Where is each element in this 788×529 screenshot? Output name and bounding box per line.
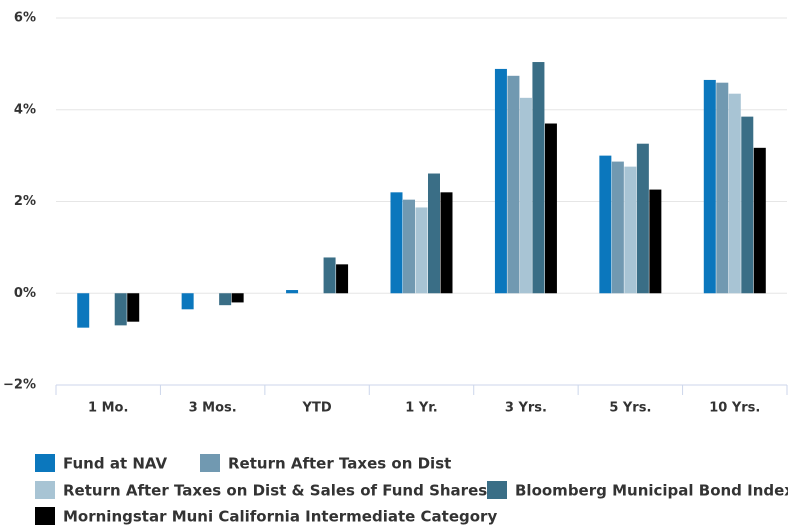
legend-swatch <box>487 481 507 499</box>
bar <box>219 293 232 306</box>
bar <box>636 143 649 294</box>
bar <box>390 192 403 294</box>
legend-swatch <box>35 481 55 499</box>
x-tick-label: 5 Yrs. <box>609 401 651 416</box>
x-tick-label: 10 Yrs. <box>709 401 760 416</box>
bar <box>519 97 532 294</box>
bar <box>440 192 453 294</box>
x-tick-label: 1 Yr. <box>405 401 437 416</box>
legend-swatch <box>200 454 220 472</box>
legend-label: Fund at NAV <box>63 455 167 473</box>
y-tick-label: 2% <box>14 194 36 209</box>
bar <box>741 116 754 294</box>
bar <box>415 207 428 294</box>
bar <box>507 75 520 294</box>
bar <box>403 199 415 294</box>
legend-label: Return After Taxes on Dist & Sales of Fu… <box>63 482 487 500</box>
bar <box>231 293 244 303</box>
x-tick-label: 3 Mos. <box>189 401 237 416</box>
legend-swatch <box>35 454 55 472</box>
bar <box>611 161 624 294</box>
bar <box>649 189 662 294</box>
legend-label: Morningstar Muni California Intermediate… <box>63 508 497 526</box>
bar <box>127 293 140 322</box>
bar <box>286 290 299 294</box>
bar <box>544 123 557 294</box>
y-tick-label: 6% <box>14 11 36 26</box>
bar <box>428 173 440 294</box>
x-tick-label: 1 Mo. <box>88 401 128 416</box>
legend-swatch <box>35 507 55 525</box>
bar <box>181 293 194 310</box>
bar <box>703 79 716 294</box>
x-tick-label: 3 Yrs. <box>505 401 547 416</box>
bar <box>323 257 336 294</box>
bar <box>532 62 545 294</box>
bar <box>494 68 507 294</box>
legend-label: Bloomberg Municipal Bond Index <box>515 482 788 500</box>
legend-label: Return After Taxes on Dist <box>228 455 451 473</box>
bar <box>599 155 612 294</box>
y-tick-label: 4% <box>14 102 36 117</box>
y-tick-label: −2% <box>3 378 36 393</box>
bar <box>716 82 729 294</box>
bar <box>114 293 127 326</box>
bar <box>728 93 741 294</box>
bar <box>753 147 766 294</box>
bar <box>77 293 90 328</box>
x-tick-label: YTD <box>302 401 332 416</box>
y-tick-label: 0% <box>14 286 36 301</box>
bar <box>624 166 637 294</box>
bar <box>336 264 349 294</box>
